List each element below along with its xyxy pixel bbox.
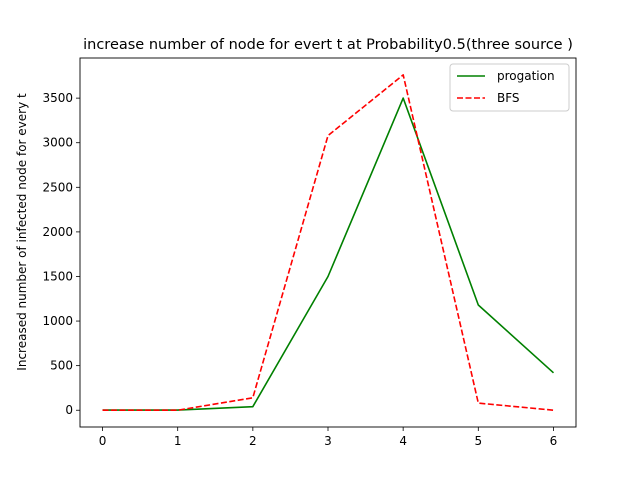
legend: progation BFS (449, 63, 570, 112)
y-tick-label: 2500 (42, 180, 73, 194)
x-tick-label: 0 (99, 434, 107, 448)
plot-frame (79, 57, 577, 428)
y-axis-label: Increased number of infected node for ev… (15, 93, 29, 371)
y-tick-label: 0 (65, 403, 73, 417)
series-line-progation (102, 97, 555, 411)
x-tick-label: 4 (399, 434, 407, 448)
series-line-bfs (102, 74, 554, 412)
y-tick-label: 500 (50, 359, 73, 373)
x-tick-label: 5 (474, 434, 482, 448)
x-tick-label: 2 (249, 434, 257, 448)
series-lines (102, 74, 555, 412)
y-tick-label: 1500 (42, 269, 73, 283)
plot-area (79, 57, 577, 428)
y-tick-label: 2000 (42, 225, 73, 239)
x-tick-label: 3 (324, 434, 332, 448)
axis-ticks: 0 1 2 3 4 5 6 0 500 1000 1500 2000 2500 3000 3500 (42, 91, 557, 448)
legend-label: progation (497, 69, 555, 83)
x-tick-label: 1 (174, 434, 182, 448)
y-tick-label: 3500 (42, 91, 73, 105)
y-tick-label: 1000 (42, 314, 73, 328)
chart-title: increase number of node for evert t at P… (83, 37, 573, 53)
legend-label: BFS (497, 91, 520, 105)
x-tick-label: 6 (550, 434, 558, 448)
y-tick-label: 3000 (42, 136, 73, 150)
